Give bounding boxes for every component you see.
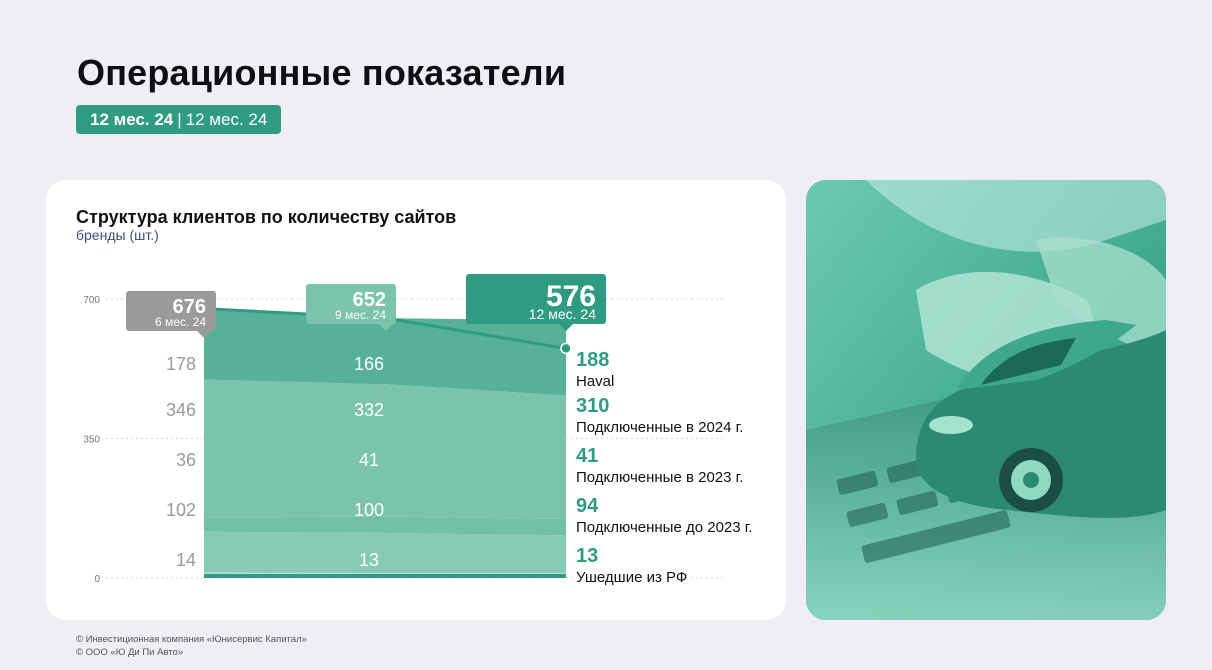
photo-illustration [806, 180, 1166, 620]
baseline-strip [204, 574, 566, 578]
y-tick-label: 350 [83, 435, 100, 446]
total-value-label: 652 [353, 289, 386, 311]
data-label: 310 [576, 395, 609, 417]
chart-title: Структура клиентов по количеству сайтов [76, 207, 457, 227]
data-label: 346 [166, 400, 196, 420]
keyboard-toy-car-photo [806, 180, 1166, 620]
total-point [560, 342, 572, 355]
period-label: 6 мес. 24 [155, 315, 206, 329]
period-label: 9 мес. 24 [335, 308, 386, 322]
series-name-label: Подключенные в 2024 г. [576, 419, 743, 436]
stacked-area-chart: 0 350 700 14 13 13 Ушедшие из РФ 102 100 94 Подклю… [83, 274, 753, 586]
data-label: 41 [576, 445, 598, 467]
series-name-label: Haval [576, 373, 614, 390]
data-label: 166 [354, 354, 384, 374]
footer-copyright-2: © ООО «Ю Ди Пи Авто» [76, 647, 184, 658]
series-name-label: Ушедшие из РФ [576, 569, 687, 586]
data-label: 13 [359, 550, 379, 570]
chart-subtitle: бренды (шт.) [76, 227, 159, 243]
total-value-label: 576 [546, 280, 596, 313]
page-title: Операционные показатели [77, 52, 567, 93]
total-callout-box [126, 291, 216, 331]
data-label: 41 [359, 450, 379, 470]
series-name-label: Подключенные до 2023 г. [576, 519, 753, 536]
y-tick-label: 700 [83, 295, 100, 306]
area-band-4 [204, 308, 566, 396]
period-badge-separator: | [177, 109, 182, 129]
data-label: 14 [176, 550, 196, 570]
footer: © Инвестиционная компания «Юнисервис Кап… [76, 633, 307, 659]
data-label: 100 [354, 500, 384, 520]
data-label: 188 [576, 349, 609, 371]
period-badge-current: 12 мес. 24 [90, 109, 174, 129]
chart-card: Структура клиентов по количеству сайтов … [46, 180, 786, 620]
period-badge: 12 мес. 24 | 12 мес. 24 [76, 105, 282, 134]
series-name-label: Подключенные в 2023 г. [576, 469, 743, 486]
data-label: 94 [576, 495, 599, 517]
area-band-3 [204, 379, 566, 520]
data-label: 13 [576, 545, 598, 567]
callout-pointer [379, 324, 393, 331]
data-label: 36 [176, 450, 196, 470]
period-label: 12 мес. 24 [529, 306, 596, 322]
total-callout-box [306, 284, 396, 324]
footer-copyright-1: © Инвестиционная компания «Юнисервис Кап… [76, 634, 307, 645]
total-value-label: 676 [173, 296, 206, 318]
data-label: 332 [354, 400, 384, 420]
area-band-1 [204, 531, 566, 573]
callout-pointer [559, 324, 573, 331]
callout-pointer [197, 331, 211, 338]
y-tick-label: 0 [94, 574, 100, 585]
area-band-2 [204, 516, 566, 536]
period-badge-compare: 12 мес. 24 [185, 109, 268, 129]
total-callout-box [466, 274, 606, 324]
data-label: 102 [166, 500, 196, 520]
data-label: 178 [166, 354, 196, 374]
